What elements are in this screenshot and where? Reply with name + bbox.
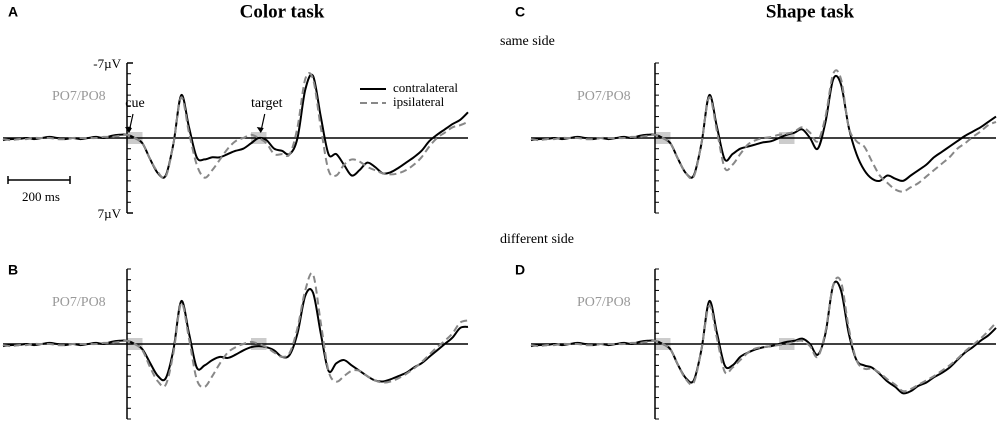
panel-label: D	[515, 262, 525, 278]
condition-label: different side	[500, 232, 574, 247]
annotation: target	[251, 96, 283, 111]
arrow-head	[256, 127, 264, 133]
legend-label: contralateral	[393, 80, 458, 95]
waveform	[2, 288, 469, 383]
panel-title: Shape task	[766, 1, 855, 22]
panel-label: A	[8, 4, 18, 20]
scale-bar-label: 200 ms	[22, 189, 60, 204]
y-tick-label: 7µV	[98, 206, 122, 221]
waveform	[2, 73, 469, 179]
annotation: cue	[125, 96, 144, 111]
waveform	[2, 72, 469, 180]
panel-title: Color task	[240, 1, 325, 22]
arrow-head	[125, 127, 132, 133]
legend-label: ipsilateral	[393, 94, 445, 109]
waveform	[2, 272, 469, 389]
waveform	[530, 69, 997, 193]
waveform	[530, 276, 997, 393]
channel-label: PO7/PO8	[52, 295, 106, 310]
condition-label: same side	[500, 34, 555, 49]
panel-label: B	[8, 262, 18, 278]
waveform	[530, 74, 997, 182]
channel-label: PO7/PO8	[577, 89, 631, 104]
channel-label: PO7/PO8	[577, 295, 631, 310]
panel-label: C	[515, 4, 525, 20]
channel-label: PO7/PO8	[52, 89, 106, 104]
waveform	[530, 280, 997, 395]
y-tick-label: -7µV	[93, 56, 121, 71]
